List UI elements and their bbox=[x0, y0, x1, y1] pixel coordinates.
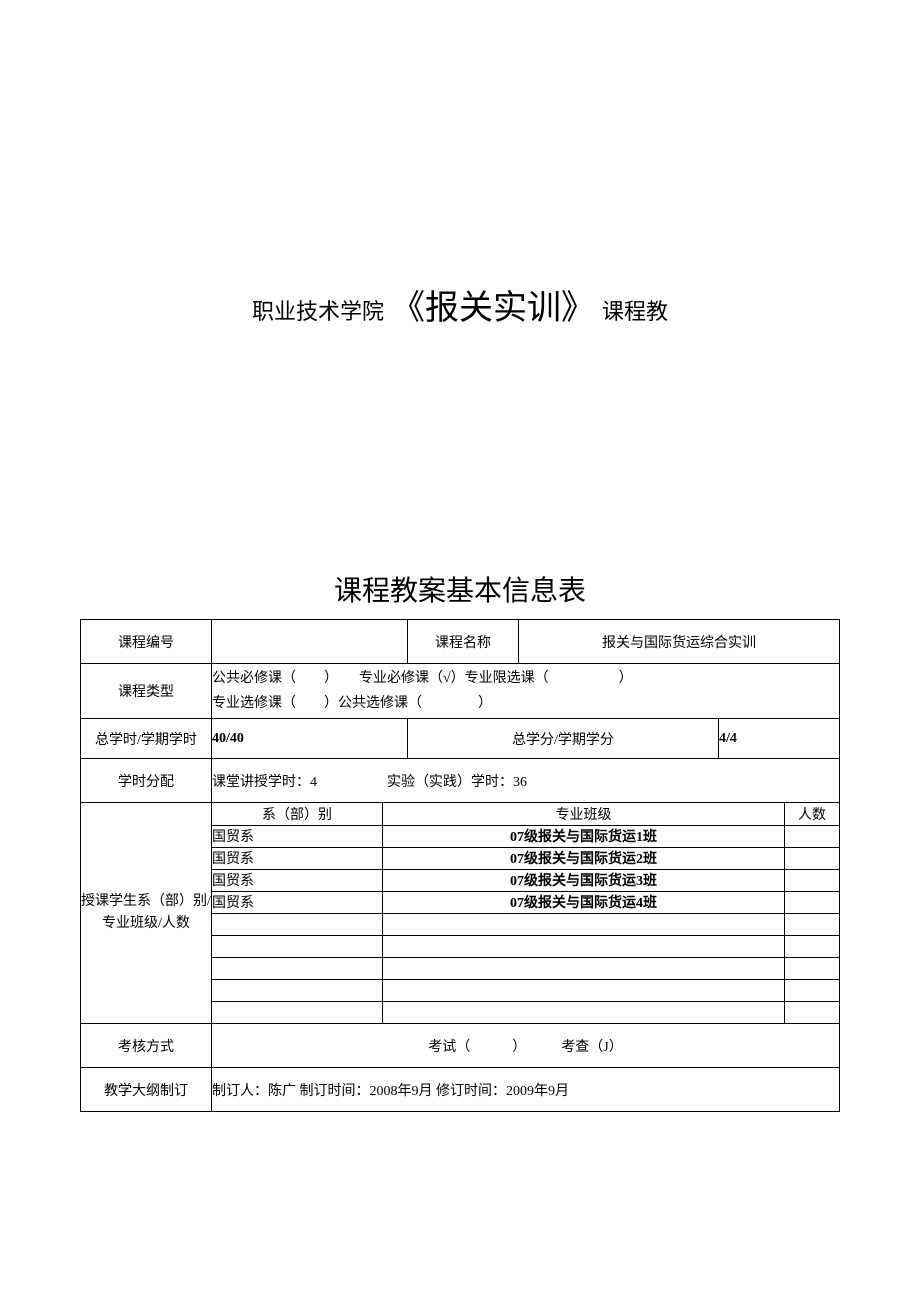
table-row bbox=[383, 979, 785, 1001]
title-suffix: 课程教 bbox=[602, 299, 668, 324]
label-students: 授课学生系（部）别/专业班级/人数 bbox=[81, 803, 212, 1024]
table-row bbox=[383, 913, 785, 935]
table-row: 国贸系 bbox=[212, 847, 383, 869]
table-row bbox=[383, 935, 785, 957]
info-table: 课程编号 课程名称 报关与国际货运综合实训 课程类型 公共必修课（ ） 专业必修… bbox=[80, 619, 840, 1112]
table-row: 07级报关与国际货运1班 bbox=[383, 825, 785, 847]
table-row bbox=[383, 1001, 785, 1023]
table-row bbox=[212, 1001, 383, 1023]
label-course-name: 课程名称 bbox=[408, 620, 519, 664]
title-prefix: 职业技术学院 bbox=[252, 299, 384, 324]
value-course-code bbox=[212, 620, 408, 664]
document-title: 职业技术学院 《报关实训》 课程教 bbox=[80, 280, 840, 329]
table-row: 国贸系 bbox=[212, 825, 383, 847]
label-credits: 总学分/学期学分 bbox=[408, 719, 719, 759]
table-row bbox=[383, 957, 785, 979]
table-row: 07级报关与国际货运2班 bbox=[383, 847, 785, 869]
table-row bbox=[212, 935, 383, 957]
label-syllabus: 教学大纲制订 bbox=[81, 1068, 212, 1112]
students-table: 系（部）别 专业班级 人数 国贸系 07级报关与国际货运1班 国贸系 07级报关… bbox=[212, 803, 839, 1023]
label-course-type: 课程类型 bbox=[81, 664, 212, 719]
value-hours: 40/40 bbox=[212, 719, 408, 759]
table-row: 07级报关与国际货运3班 bbox=[383, 869, 785, 891]
table-row: 国贸系 bbox=[212, 891, 383, 913]
label-allocation: 学时分配 bbox=[81, 759, 212, 803]
label-course-code: 课程编号 bbox=[81, 620, 212, 664]
header-dept: 系（部）别 bbox=[212, 803, 383, 825]
table-row bbox=[785, 825, 840, 847]
title-middle: 《报关实训》 bbox=[391, 290, 595, 327]
table-row bbox=[785, 979, 840, 1001]
value-credits: 4/4 bbox=[719, 719, 840, 759]
table-row bbox=[212, 913, 383, 935]
table-row bbox=[212, 979, 383, 1001]
header-class: 专业班级 bbox=[383, 803, 785, 825]
table-row bbox=[785, 913, 840, 935]
table-row: 07级报关与国际货运4班 bbox=[383, 891, 785, 913]
header-count: 人数 bbox=[785, 803, 840, 825]
syllabus-text: 制订人：陈广 制订时间：2008年9月 修订时间：2009年9月 bbox=[212, 1084, 569, 1099]
allocation-text: 课堂讲授学时：4 实验（实践）学时：36 bbox=[212, 775, 527, 790]
table-row bbox=[785, 891, 840, 913]
section-title: 课程教案基本信息表 bbox=[80, 569, 840, 609]
table-row bbox=[212, 957, 383, 979]
label-hours: 总学时/学期学时 bbox=[81, 719, 212, 759]
value-assessment: 考试（ ） 考查（J） bbox=[212, 1024, 840, 1068]
table-row: 国贸系 bbox=[212, 869, 383, 891]
value-course-name: 报关与国际货运综合实训 bbox=[519, 620, 840, 664]
label-assessment: 考核方式 bbox=[81, 1024, 212, 1068]
table-row bbox=[785, 957, 840, 979]
table-row bbox=[785, 935, 840, 957]
table-row bbox=[785, 847, 840, 869]
table-row bbox=[785, 1001, 840, 1023]
value-allocation: 课堂讲授学时：4 实验（实践）学时：36 bbox=[212, 759, 840, 803]
value-syllabus: 制订人：陈广 制订时间：2008年9月 修订时间：2009年9月 bbox=[212, 1068, 840, 1112]
value-course-type: 公共必修课（ ） 专业必修课（√）专业限选课（ ） 专业选修课（ ）公共选修课（… bbox=[212, 664, 840, 719]
table-row bbox=[785, 869, 840, 891]
